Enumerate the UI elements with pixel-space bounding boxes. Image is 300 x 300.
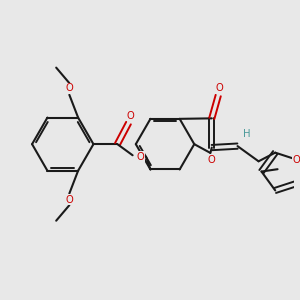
Text: H: H [243, 129, 250, 139]
Text: O: O [65, 83, 73, 93]
Text: O: O [127, 111, 135, 121]
Text: O: O [208, 155, 216, 165]
Text: O: O [216, 83, 224, 93]
Text: O: O [65, 195, 73, 205]
Text: O: O [292, 155, 300, 165]
Text: O: O [137, 152, 145, 162]
